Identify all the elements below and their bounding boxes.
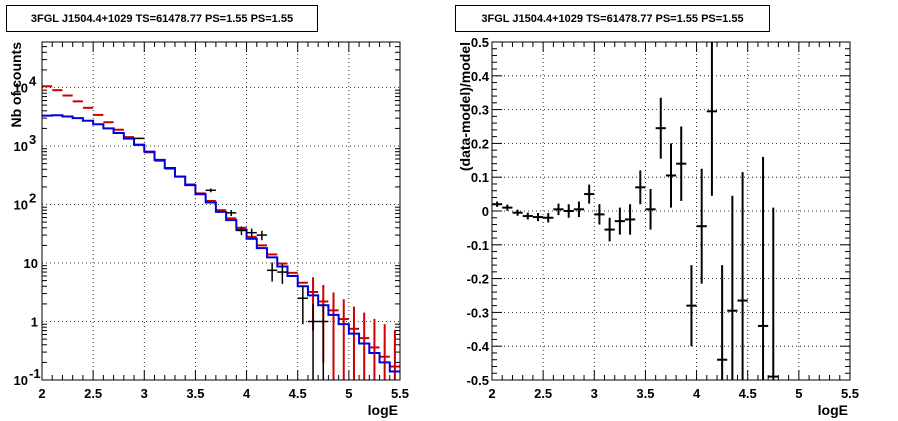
right-chart-title: 3FGL J1504.4+1029 TS=61478.77 PS=1.55 PS… — [455, 5, 770, 32]
residuals-plot-frame — [491, 41, 851, 381]
y-tick-label: 0.4 — [471, 69, 490, 84]
y-tick-label: 0.5 — [471, 35, 489, 50]
y-tick-label-exponent: 3 — [29, 132, 36, 147]
y-tick-label: -0.3 — [467, 305, 489, 320]
x-tick-label: 2.5 — [534, 386, 552, 401]
y-axis-title: Nb of counts — [8, 42, 24, 128]
y-tick-label: -0.5 — [467, 373, 489, 388]
x-tick-label: 3 — [141, 386, 148, 401]
x-axis-title: logE — [818, 402, 848, 418]
y-tick-label-exponent: 4 — [29, 74, 37, 89]
counts-plot-frame — [41, 41, 401, 381]
left-chart-title: 3FGL J1504.4+1029 TS=61478.77 PS=1.55 PS… — [6, 5, 318, 32]
y-tick-label: -0.4 — [467, 339, 490, 354]
x-tick-label: 5.5 — [841, 386, 859, 401]
y-axis-title: (data-model)/model — [457, 42, 473, 171]
x-tick-label: 5 — [345, 386, 352, 401]
x-tick-label: 3.5 — [186, 386, 204, 401]
y-tick-label: -0.2 — [467, 272, 489, 287]
y-tick-label: 10 — [14, 198, 28, 213]
x-tick-label: 5 — [795, 386, 802, 401]
x-axis-title: logE — [368, 402, 398, 418]
y-tick-label: 0.3 — [471, 103, 489, 118]
x-tick-label: 3 — [591, 386, 598, 401]
x-tick-label: 4 — [243, 386, 251, 401]
x-tick-label: 2 — [488, 386, 495, 401]
y-tick-label: 10 — [24, 256, 38, 271]
y-tick-label: 10 — [14, 373, 28, 388]
y-tick-label: 0.2 — [471, 136, 489, 151]
y-tick-label-exponent: 2 — [29, 191, 36, 206]
y-tick-label-exponent: -1 — [29, 366, 41, 381]
y-tick-label: 10 — [14, 139, 28, 154]
x-tick-label: 5.5 — [391, 386, 409, 401]
x-tick-label: 4.5 — [739, 386, 757, 401]
x-tick-label: 2 — [38, 386, 45, 401]
x-tick-label: 2.5 — [84, 386, 102, 401]
y-tick-label: 0 — [482, 204, 489, 219]
y-tick-label: 0.1 — [471, 170, 489, 185]
residuals-plot: 2 2.5 3 3.5 4 4.5 5 5.5 -0.5 -0.4 -0.3 -0.2 -0.1 0 0.1… — [457, 35, 859, 418]
y-tick-label: 10 — [14, 81, 28, 96]
y-tick-label: -0.1 — [467, 238, 489, 253]
x-tick-label: 4 — [693, 386, 701, 401]
x-tick-label: 4.5 — [289, 386, 307, 401]
y-tick-label: 1 — [31, 315, 38, 330]
model-source-step — [42, 114, 400, 373]
x-tick-label: 3.5 — [636, 386, 654, 401]
